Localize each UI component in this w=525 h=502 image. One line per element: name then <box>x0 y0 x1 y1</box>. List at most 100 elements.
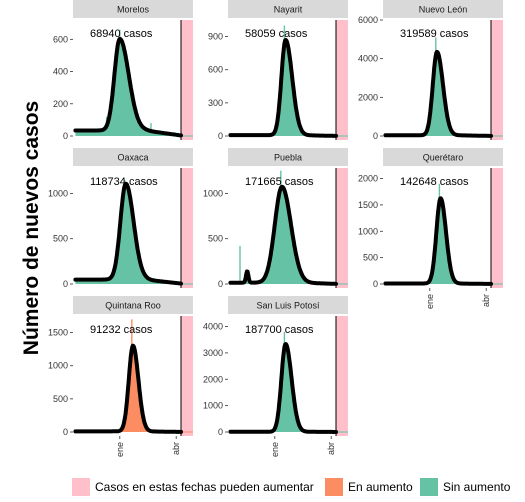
pending-cases-band <box>181 168 193 288</box>
panel-title: Nuevo León <box>419 5 468 15</box>
x-tick-label: abr <box>171 442 181 455</box>
y-tick-label: 0 <box>373 131 378 141</box>
panel-title: Querétaro <box>423 153 464 163</box>
smoothed-trend-line <box>228 184 338 286</box>
pending-cases-band <box>336 20 348 140</box>
y-tick-label: 3000 <box>203 348 223 358</box>
legend-label-pending: Casos en estas fechas pueden aumentar <box>95 480 314 494</box>
total-cases-label: 68940 casos <box>90 28 153 40</box>
daily-cases-area <box>75 181 181 284</box>
legend-label-en-aumento: En aumento <box>348 480 413 494</box>
smoothed-trend-line <box>73 181 183 286</box>
smoothed-trend-line <box>228 342 338 434</box>
daily-cases-area <box>230 38 336 136</box>
y-tick-label: 500 <box>208 234 223 244</box>
y-tick-label: 500 <box>53 234 68 244</box>
y-tick-label: 4000 <box>358 54 378 64</box>
panel-title: Morelos <box>117 5 150 15</box>
panel-strip <box>73 0 193 18</box>
y-tick-label: 300 <box>208 98 223 108</box>
smoothed-trend-line <box>73 343 183 434</box>
smoothed-trend-line <box>73 36 183 138</box>
panel-title: Nayarit <box>274 5 303 15</box>
panel-strip <box>228 0 348 18</box>
y-tick-label: 0 <box>63 131 68 141</box>
total-cases-label: 187700 casos <box>245 324 314 336</box>
panel-strip <box>383 0 503 18</box>
pending-cases-band <box>491 20 503 140</box>
panel-title: Oaxaca <box>117 153 148 163</box>
total-cases-label: 319589 casos <box>400 28 469 40</box>
y-tick-label: 0 <box>218 279 223 289</box>
y-tick-label: 0 <box>373 279 378 289</box>
pending-cases-band <box>336 316 348 436</box>
panel-strip <box>73 148 193 166</box>
panel-title: Quintana Roo <box>105 301 161 311</box>
panel-title: San Luis Potosí <box>256 301 320 311</box>
panel-san-luis-potosi: San Luis Potosí 0 1000 2000 3000 4000 187700 c… <box>203 296 348 457</box>
total-cases-label: 171665 casos <box>245 176 314 188</box>
legend: Casos en estas fechas pueden aumentar En … <box>72 478 511 496</box>
y-tick-label: 6000 <box>358 15 378 25</box>
panel-quintana-roo: Quintana Roo 0 500 1000 1500 91232 casos ene ab… <box>48 296 193 457</box>
panel-strip <box>383 148 503 166</box>
y-tick-label: 1000 <box>48 361 68 371</box>
daily-cases-area <box>385 50 491 137</box>
total-cases-label: 58059 casos <box>245 28 308 40</box>
x-tick-label: abr <box>326 442 336 455</box>
pending-cases-band <box>491 168 503 288</box>
pending-cases-band <box>336 168 348 288</box>
y-tick-label: 0 <box>218 131 223 141</box>
smoothed-trend-line <box>383 196 493 286</box>
y-tick-label: 1000 <box>358 226 378 236</box>
legend-label-sin-aumento: Sin aumento <box>443 480 511 494</box>
pending-cases-band <box>181 20 193 140</box>
y-tick-label: 200 <box>53 99 68 109</box>
y-tick-label: 2000 <box>358 92 378 102</box>
total-cases-label: 118734 casos <box>90 176 158 188</box>
y-tick-label: 1000 <box>203 188 223 198</box>
panel-strip <box>228 296 348 314</box>
panel-puebla: Puebla 0 500 1000 171665 casos <box>203 148 348 289</box>
x-tick-label: ene <box>115 442 125 457</box>
daily-cases-area <box>75 37 181 136</box>
y-tick-label: 0 <box>218 427 223 437</box>
smoothed-trend-line <box>383 49 493 138</box>
y-tick-label: 400 <box>53 67 68 77</box>
x-tick-label: ene <box>425 294 435 309</box>
y-tick-label: 500 <box>363 253 378 263</box>
smoothed-trend-line <box>228 37 338 138</box>
daily-cases-area <box>230 184 336 284</box>
y-tick-label: 2000 <box>358 174 378 184</box>
legend-swatch-sin-aumento <box>420 478 438 496</box>
panel-title: Puebla <box>274 153 302 163</box>
y-tick-label: 2000 <box>203 374 223 384</box>
total-cases-label: 142648 casos <box>400 176 469 188</box>
x-tick-label: abr <box>481 294 491 307</box>
y-tick-label: 1000 <box>48 188 68 198</box>
x-tick-label: ene <box>270 442 280 457</box>
pending-cases-band <box>181 316 193 436</box>
y-tick-label: 4000 <box>203 322 223 332</box>
y-tick-label: 1500 <box>48 328 68 338</box>
y-tick-label: 1000 <box>203 401 223 411</box>
y-axis-label: Número de nuevos casos <box>20 101 43 355</box>
y-tick-label: 900 <box>208 32 223 42</box>
y-tick-label: 600 <box>208 65 223 75</box>
panel-strip <box>73 296 193 314</box>
panel-nuevo-leon: Nuevo León 0 2000 4000 6000 319589 casos <box>358 0 503 141</box>
legend-swatch-pending <box>72 478 90 496</box>
y-tick-label: 500 <box>53 394 68 404</box>
daily-cases-area <box>230 342 336 432</box>
legend-swatch-en-aumento <box>325 478 343 496</box>
y-tick-label: 1500 <box>358 200 378 210</box>
panel-morelos: Morelos 0 200 400 600 68940 casos <box>53 0 193 141</box>
y-tick-label: 0 <box>63 279 68 289</box>
panel-queretaro: Querétaro 0 500 1000 1500 2000 142648 casos ene… <box>358 148 503 309</box>
panel-oaxaca: Oaxaca 0 500 1000 118734 casos <box>48 148 193 289</box>
daily-cases-area <box>385 196 491 284</box>
y-tick-label: 600 <box>53 34 68 44</box>
y-tick-label: 0 <box>63 427 68 437</box>
